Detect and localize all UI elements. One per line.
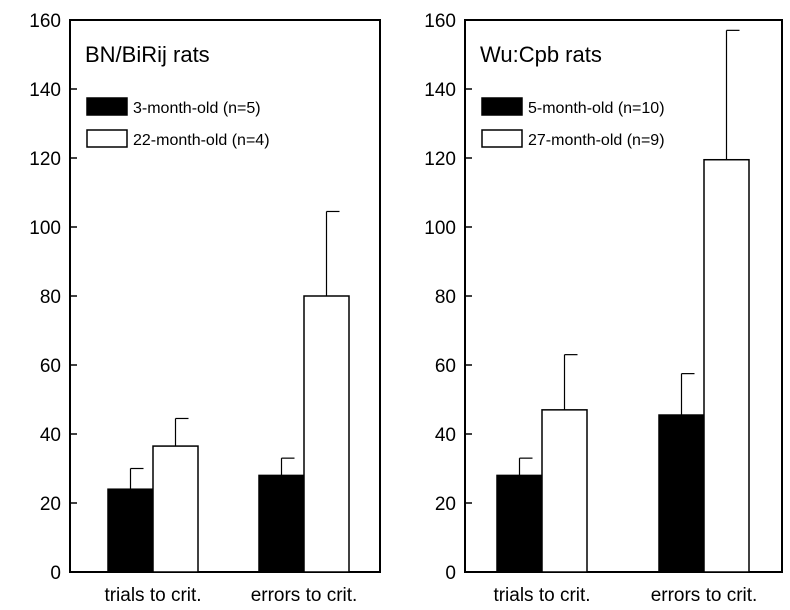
y-tick-label: 80 [40,287,61,308]
panel-title: BN/BiRij rats [85,42,210,67]
bar [303,295,350,573]
legend-swatch [86,129,128,148]
y-tick-label: 0 [445,563,456,584]
y-tick-label: 100 [424,218,456,239]
legend-swatch [481,97,523,116]
y-tick-label: 0 [50,563,61,584]
legend-label: 5-month-old (n=10) [528,100,665,117]
category-label: trials to crit. [493,585,590,606]
y-tick-label: 60 [40,356,61,377]
bar [107,488,154,573]
category-label: errors to crit. [251,585,358,606]
y-tick-label: 140 [29,80,61,101]
y-tick-label: 20 [435,494,456,515]
bar [703,158,750,573]
legend-label: 3-month-old (n=5) [133,100,261,117]
category-label: errors to crit. [651,585,758,606]
panel-bn-birij: 0 20 40 60 80 100 120 140 160 BN/BiRij rats 3-mont… [29,11,381,606]
y-tick-label: 100 [29,218,61,239]
y-tick-label: 40 [40,425,61,446]
legend-swatch [86,97,128,116]
y-tick-label: 60 [435,356,456,377]
y-tick-label: 160 [424,11,456,32]
bar [496,474,543,573]
bar [258,474,305,573]
legend-label: 27-month-old (n=9) [528,132,665,149]
legend-swatch [481,129,523,148]
y-tick-label: 120 [424,149,456,170]
legend-label: 22-month-old (n=4) [133,132,270,149]
y-tick-label: 40 [435,425,456,446]
panel-wu-cpb: 0 20 40 60 80 100 120 140 160 Wu:Cpb rats 5-month-… [424,11,783,606]
y-tick-label: 140 [424,80,456,101]
y-tick-label: 20 [40,494,61,515]
bar [541,409,588,573]
panel-title: Wu:Cpb rats [480,42,602,67]
bar [658,414,705,573]
bar [152,445,199,573]
y-tick-label: 120 [29,149,61,170]
y-tick-label: 80 [435,287,456,308]
category-label: trials to crit. [104,585,201,606]
y-tick-label: 160 [29,11,61,32]
